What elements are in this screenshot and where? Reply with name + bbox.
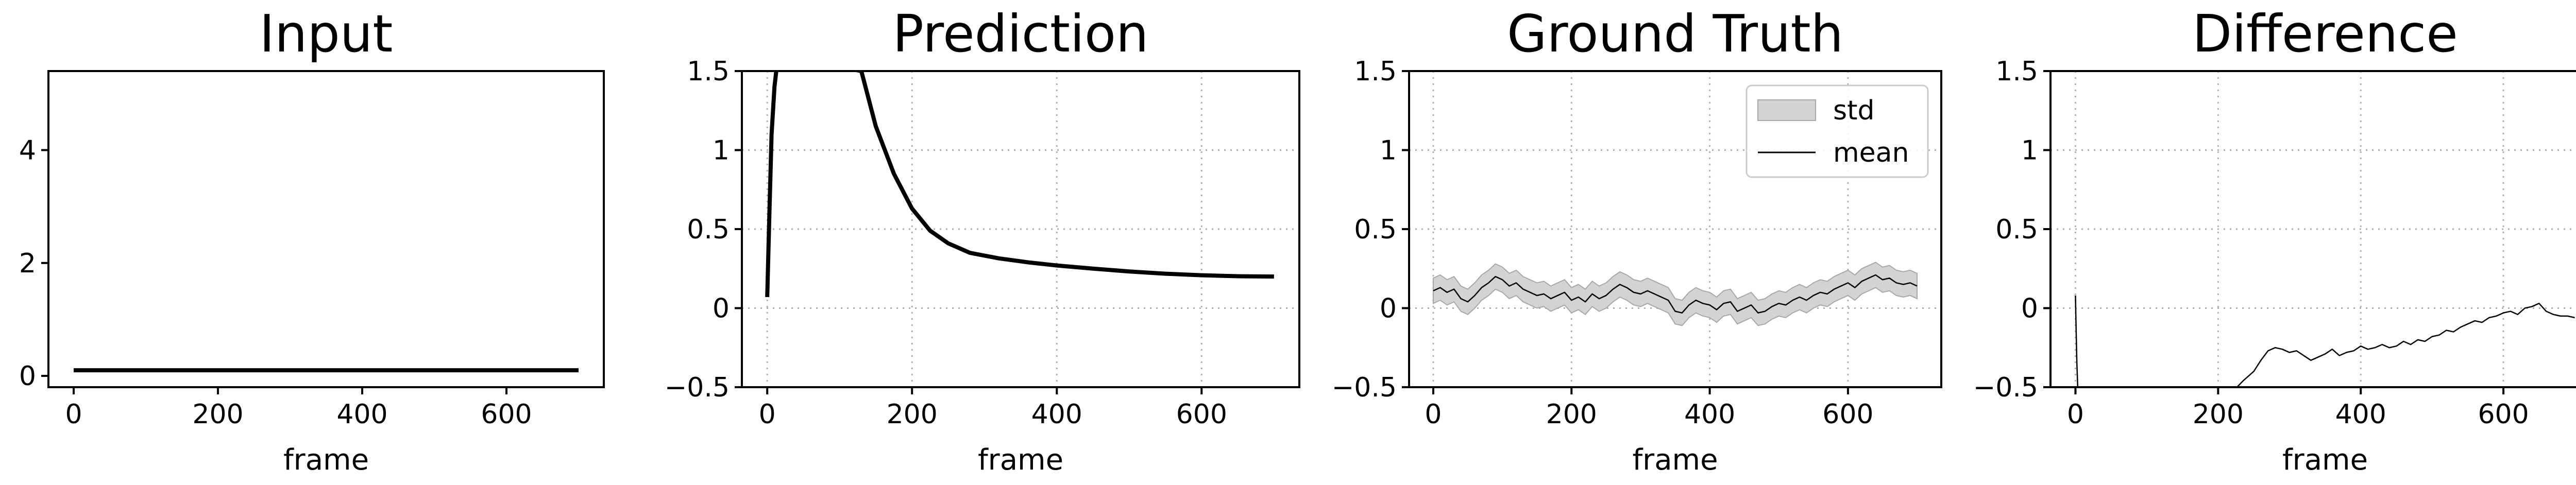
legend-swatch-std [1757,99,1816,121]
legend-label-mean: mean [1833,137,1909,168]
x-tick-label: 0 [2067,399,2084,430]
series-line-1 [2075,295,2079,387]
x-tick-label: 200 [2193,399,2244,430]
x-tick-label: 200 [887,399,938,430]
x-tick-label: 0 [759,399,776,430]
x-tick-label: 200 [192,399,243,430]
x-axis-label: frame [283,443,369,477]
x-tick-label: 600 [2478,399,2529,430]
legend: std mean [1745,84,1929,178]
x-tick-label: 0 [65,399,82,430]
panel-3: 0 200 400 600 −0.5 0 0.5 1 1.5 Ground Truth frame s… [1332,4,1942,477]
y-tick-label: −0.5 [1332,372,1397,403]
std-band [1432,262,1918,326]
y-tick-label: −0.5 [1973,372,2038,403]
x-tick-label: 0 [1425,399,1442,430]
panel-title: Ground Truth [1507,4,1843,64]
y-tick-label: 1.5 [687,56,730,87]
x-tick-label: 400 [1684,399,1735,430]
legend-label-std: std [1833,95,1875,126]
y-tick-label: 0 [2021,293,2038,324]
panel-2: 0 200 400 600 −0.5 0 0.5 1 1.5 Prediction frame [665,4,1300,477]
x-tick-label: 400 [336,399,387,430]
y-tick-label: 1 [1380,135,1397,166]
x-axis-label: frame [2282,443,2368,477]
mean-line [1433,274,1918,314]
y-tick-label: 1 [2021,135,2038,166]
series-line-2 [2236,303,2575,387]
panel-title: Difference [2192,4,2458,64]
y-tick-label: 0.5 [687,214,730,245]
x-tick-label: 600 [1176,399,1227,430]
y-tick-label: 0 [19,361,36,392]
x-axis-label: frame [1632,443,1718,477]
x-tick-label: 600 [481,399,532,430]
plot-area [1432,262,1918,326]
x-tick-label: 600 [1822,399,1873,430]
y-tick-label: 0 [713,293,730,324]
y-tick-label: 1 [713,135,730,166]
y-tick-label: −0.5 [665,372,730,403]
x-tick-label: 200 [1546,399,1597,430]
axes-frame [47,70,605,388]
x-axis-label: frame [978,443,1063,477]
plot-area [2075,295,2575,387]
y-tick-label: 0.5 [1354,214,1397,245]
panel-4: 0 200 400 600 −0.5 0 0.5 1 1.5 Difference frame [1973,4,2576,477]
x-tick-label: 400 [2335,399,2386,430]
panel-1: 0 200 400 600 0 2 4 Input frame [19,4,605,477]
panel-title: Input [260,4,393,64]
plot-area [765,71,1274,298]
panel-title: Prediction [893,4,1149,64]
x-tick-label: 400 [1031,399,1082,430]
series-line-1 [765,71,1274,298]
y-tick-label: 1.5 [1995,56,2038,87]
y-tick-label: 0.5 [1995,214,2038,245]
y-tick-label: 4 [19,135,36,166]
y-tick-label: 2 [19,248,36,279]
y-tick-label: 1.5 [1354,56,1397,87]
y-tick-label: 0 [1380,293,1397,324]
